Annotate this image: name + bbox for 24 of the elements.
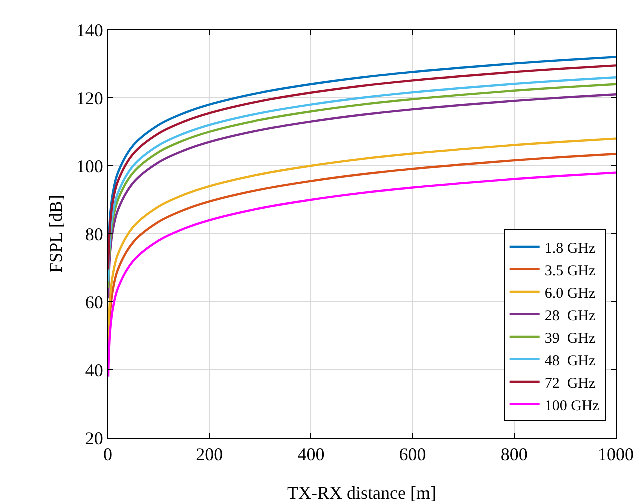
y-tick-label: 20 bbox=[85, 428, 104, 448]
legend-label: 39 GHz bbox=[544, 330, 596, 347]
line-series bbox=[108, 172, 616, 378]
x-tick-label: 600 bbox=[399, 444, 426, 465]
legend-label: 28 GHz bbox=[544, 308, 596, 324]
x-tick-label: 200 bbox=[196, 444, 224, 465]
legend-label: 3.5 GHz bbox=[544, 263, 596, 280]
legend-label: 6.0 GHz bbox=[544, 286, 596, 302]
legend-label: 1.8 GHz bbox=[544, 240, 596, 257]
x-tick-label: 1000 bbox=[598, 444, 634, 465]
y-axis-title: FSPL [dB] bbox=[46, 195, 66, 273]
y-tick-label: 120 bbox=[76, 88, 104, 108]
y-tick-label: 100 bbox=[76, 156, 104, 176]
y-tick-label: 140 bbox=[76, 20, 104, 40]
legend-label: 72 GHz bbox=[544, 376, 596, 392]
x-tick-label: 400 bbox=[298, 444, 325, 465]
x-axis-title: TX-RX distance [m] bbox=[288, 483, 436, 503]
x-tick-label: 0 bbox=[104, 444, 112, 465]
x-tick-label: 800 bbox=[500, 444, 528, 465]
y-tick-label: 60 bbox=[85, 292, 104, 312]
y-tick-label: 40 bbox=[85, 360, 104, 380]
y-tick-label: 80 bbox=[85, 224, 104, 244]
legend-label: 48 GHz bbox=[544, 353, 596, 370]
legend-label: 100 GHz bbox=[544, 398, 600, 414]
